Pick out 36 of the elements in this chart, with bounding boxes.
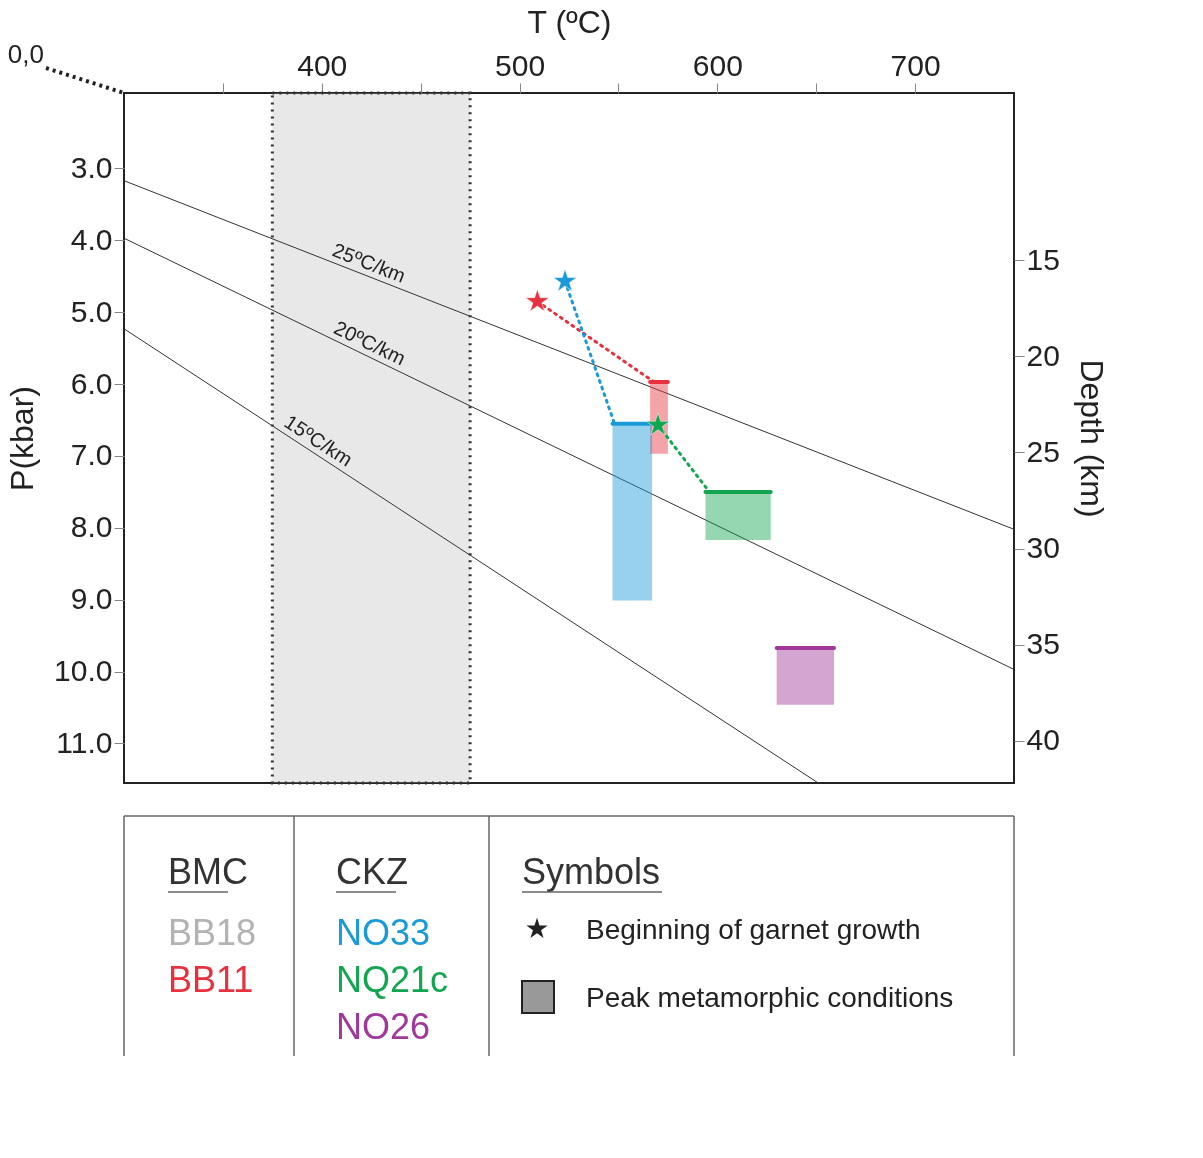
text: NO33	[336, 912, 431, 953]
y-axis-title: P(kbar)	[4, 386, 41, 491]
y-tick-label: 4.0	[70, 222, 113, 256]
y2-tick-label: 20	[1026, 338, 1060, 372]
y-tick-label: 5.0	[70, 294, 113, 328]
y-tick-label: 3.0	[70, 150, 113, 184]
text: NQ21c	[336, 959, 449, 1000]
x-tick-label: 700	[890, 48, 941, 82]
y-tick-label: 8.0	[70, 510, 113, 544]
y-tick-label: 11.0	[56, 725, 113, 759]
y-tick-label: 7.0	[70, 438, 113, 472]
y2-tick-label: 40	[1026, 723, 1060, 757]
band-label: BB18	[168, 912, 257, 953]
x-tick-label: 400	[297, 48, 348, 82]
text: Beginning of garnet growth	[586, 914, 921, 945]
x-tick-label: 600	[692, 48, 743, 82]
y2-tick-label: 30	[1026, 531, 1060, 565]
text: BMC	[168, 851, 248, 892]
x-tick-label: 500	[495, 48, 546, 82]
y-tick-label: 10.0	[54, 654, 113, 688]
x-axis-title: T (ºC)	[527, 3, 612, 40]
text: NO26	[336, 1006, 431, 1047]
point	[646, 412, 670, 436]
point	[525, 288, 550, 312]
y2-tick-label: 25	[1026, 434, 1060, 468]
text: Peak metamorphic conditions	[586, 982, 954, 1013]
text: BB11	[168, 959, 254, 1000]
y-tick-label: 9.0	[70, 582, 113, 616]
text: Symbols	[522, 851, 661, 892]
text: CKZ	[336, 851, 408, 892]
y2-axis-title: Depth (km)	[1073, 359, 1110, 518]
point	[553, 268, 577, 292]
y2-tick-label: 35	[1026, 627, 1060, 661]
y2-tick-label: 15	[1026, 242, 1060, 276]
text: 0,0	[7, 39, 44, 69]
y-tick-label: 6.0	[70, 366, 113, 400]
